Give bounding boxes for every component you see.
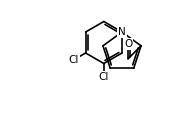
Text: N: N xyxy=(118,27,126,37)
Text: O: O xyxy=(124,39,132,49)
Text: Cl: Cl xyxy=(68,55,79,65)
Text: Cl: Cl xyxy=(99,72,109,83)
